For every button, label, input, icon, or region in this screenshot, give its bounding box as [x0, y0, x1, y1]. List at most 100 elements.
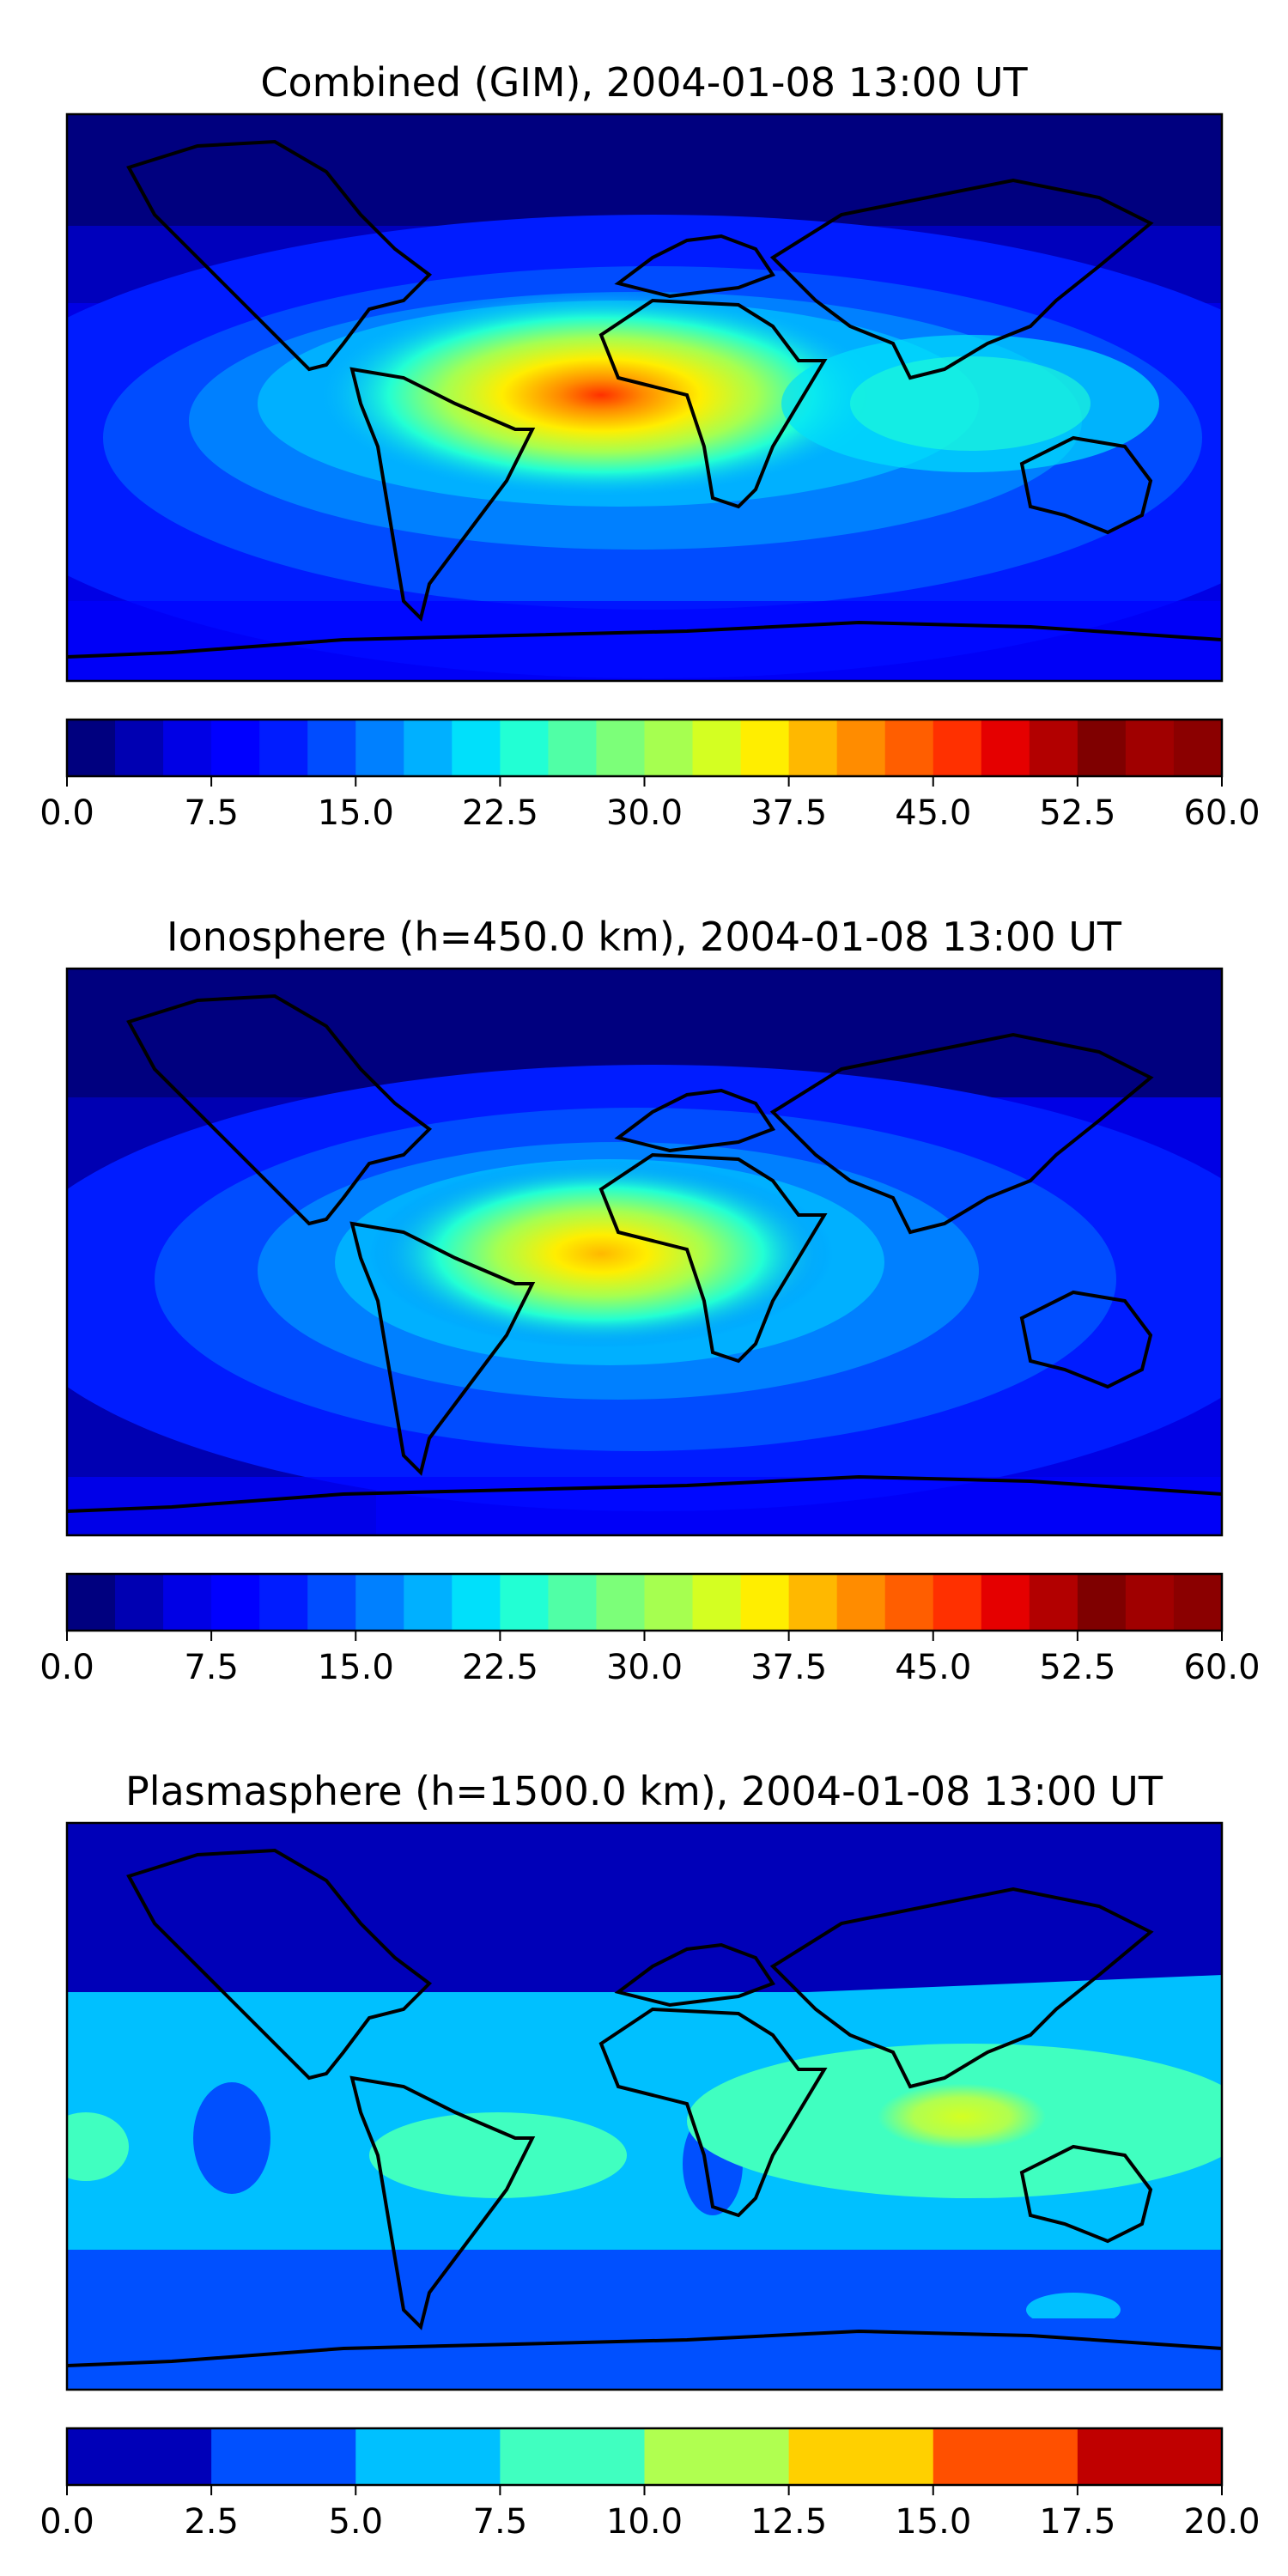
ionosphere-title: Ionosphere (h=450.0 km), 2004-01-08 13:0…: [167, 914, 1121, 960]
colorbar-tick-label: 0.0: [39, 2502, 94, 2542]
colorbar-level: [788, 720, 838, 776]
europe-coast: [614, 234, 776, 299]
plasmasphere-map: [67, 1823, 1222, 2390]
colorbar-tick-label: 45.0: [895, 1648, 971, 1687]
colorbar-tick-label: 15.0: [318, 1648, 394, 1687]
colorbar-tick-label: 10.0: [606, 2502, 683, 2542]
colorbar-tick-label: 15.0: [895, 2502, 971, 2542]
north-america-coast: [126, 139, 433, 372]
colorbar-level: [404, 1574, 453, 1631]
colorbar-level: [548, 1574, 597, 1631]
colorbar-level: [500, 2428, 645, 2485]
colorbar-tick-label: 30.0: [606, 1648, 683, 1687]
colorbar-level: [259, 720, 308, 776]
antarctica-coast: [67, 1474, 1222, 1513]
ionosphere-map: [67, 969, 1222, 1535]
colorbar-level: [115, 720, 164, 776]
colorbar-tick-label: 60.0: [1183, 793, 1260, 833]
colorbar-level: [740, 1574, 790, 1631]
colorbar-level: [1077, 2428, 1223, 2485]
colorbar-tick-label: 30.0: [606, 793, 683, 833]
south-america-coast: [349, 1221, 536, 1476]
colorbar-tick-label: 7.5: [473, 2502, 528, 2542]
colorbar-level: [596, 720, 645, 776]
colorbar-level: [67, 1574, 116, 1631]
colorbar-level: [404, 720, 453, 776]
colorbar-level: [307, 1574, 356, 1631]
combined-title: Combined (GIM), 2004-01-08 13:00 UT: [260, 59, 1028, 106]
colorbar-level: [67, 2428, 212, 2485]
europe-coast: [614, 1088, 776, 1153]
colorbar-level: [1029, 1574, 1078, 1631]
colorbar-level: [644, 720, 694, 776]
colorbar-level: [1173, 1574, 1223, 1631]
colorbar-tick-label: 52.5: [1039, 1648, 1115, 1687]
colorbar-tick-label: 15.0: [318, 793, 394, 833]
colorbar-level: [452, 720, 501, 776]
australia-coast: [1019, 435, 1153, 535]
australia-coast: [1019, 2144, 1153, 2244]
colorbar-level: [548, 720, 597, 776]
colorbar-level: [500, 1574, 549, 1631]
north-america-coast: [126, 993, 433, 1226]
colorbar-level: [1125, 720, 1175, 776]
colorbar-level: [355, 1574, 404, 1631]
combined-coastlines: [67, 139, 1222, 659]
colorbar-level: [836, 1574, 886, 1631]
colorbar-level: [452, 1574, 501, 1631]
colorbar-level: [1029, 720, 1078, 776]
antarctica-coast: [67, 620, 1222, 659]
colorbar-tick-label: 45.0: [895, 793, 971, 833]
colorbar-level: [355, 720, 404, 776]
combined-map: [67, 114, 1222, 681]
colorbar-tick-label: 22.5: [462, 1648, 538, 1687]
colorbar-level: [1125, 1574, 1175, 1631]
colorbar-tick-label: 17.5: [1039, 2502, 1115, 2542]
colorbar-level: [163, 720, 212, 776]
ionosphere-coastlines: [67, 993, 1222, 1513]
antarctica-coast: [67, 2329, 1222, 2367]
north-america-coast: [126, 1848, 433, 2081]
colorbar-level: [692, 720, 742, 776]
australia-coast: [1019, 1290, 1153, 1389]
colorbar-level: [115, 1574, 164, 1631]
colorbar-level: [933, 1574, 982, 1631]
colorbar-level: [67, 720, 116, 776]
colorbar-level: [981, 1574, 1030, 1631]
colorbar-level: [933, 720, 982, 776]
colorbar-tick-label: 0.0: [39, 793, 94, 833]
colorbar-level: [259, 1574, 308, 1631]
colorbar-level: [500, 720, 549, 776]
colorbar-level: [884, 720, 934, 776]
ionosphere-colorbar: 0.0 7.5 15.0 22.5 30.0 37.5 45.0 52.5 60.0: [39, 1572, 1261, 1687]
europe-coast: [614, 1942, 776, 2008]
colorbar-level: [884, 1574, 934, 1631]
colorbar-level: [788, 2428, 934, 2485]
colorbar-level: [211, 1574, 260, 1631]
colorbar-level: [1077, 720, 1127, 776]
south-america-coast: [349, 2075, 536, 2330]
colorbar-level: [211, 720, 260, 776]
colorbar-level: [740, 720, 790, 776]
asia-coast: [769, 1032, 1154, 1235]
colorbar-tick-label: 12.5: [750, 2502, 827, 2542]
colorbar-level: [981, 720, 1030, 776]
colorbar-tick-label: 2.5: [184, 2502, 239, 2542]
colorbar-level: [1077, 1574, 1127, 1631]
colorbar-level: [836, 720, 886, 776]
colorbar-level: [211, 2428, 356, 2485]
colorbar-tick-label: 5.0: [328, 2502, 383, 2542]
plasmasphere-title: Plasmasphere (h=1500.0 km), 2004-01-08 1…: [125, 1768, 1163, 1814]
colorbar-tick-label: 37.5: [750, 793, 827, 833]
africa-coast: [598, 298, 828, 509]
africa-coast: [598, 2007, 828, 2218]
colorbar-level: [307, 720, 356, 776]
colorbar-level: [644, 2428, 790, 2485]
colorbar-level: [1173, 720, 1223, 776]
combined-map-frame: [65, 112, 1224, 683]
colorbar-tick-label: 20.0: [1183, 2502, 1260, 2542]
colorbar-tick-label: 60.0: [1183, 1648, 1260, 1687]
colorbar-level: [692, 1574, 742, 1631]
colorbar-level: [788, 1574, 838, 1631]
